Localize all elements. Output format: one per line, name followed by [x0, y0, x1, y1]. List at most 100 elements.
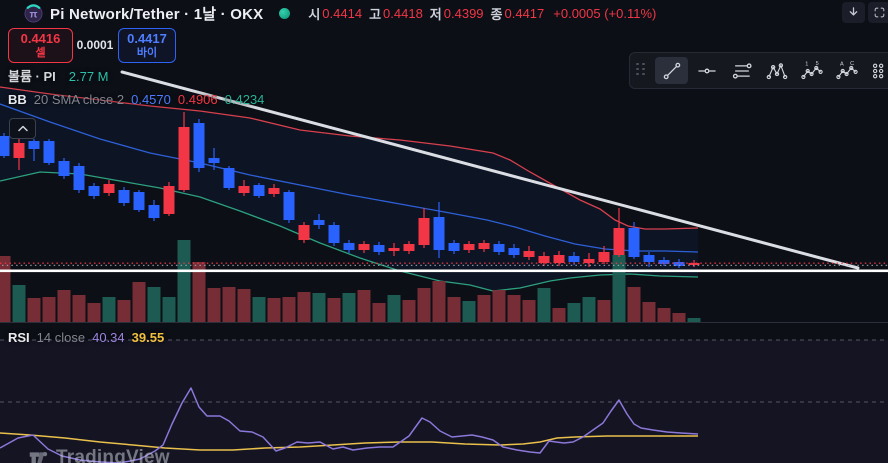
candle-body — [223, 168, 235, 188]
volume-bar — [657, 308, 671, 322]
candle-body — [313, 220, 325, 225]
candle-body — [643, 255, 655, 262]
tradingview-logo-icon — [29, 451, 48, 463]
header: π Pi Network/Tether · 1날 · OKX 시 0.4414 … — [24, 1, 656, 25]
volume-bar — [357, 290, 371, 322]
volume-bar — [342, 293, 356, 322]
volume-bar — [177, 240, 191, 322]
rsi-line — [0, 387, 699, 463]
candle-body — [433, 217, 445, 250]
candle-body — [553, 255, 565, 263]
download-button[interactable] — [842, 2, 865, 23]
volume-bar — [507, 295, 521, 322]
sell-button[interactable]: 0.4416 셀 — [8, 28, 73, 63]
symbol-title[interactable]: Pi Network/Tether · 1날 · OKX — [50, 5, 264, 23]
low-label: 저 — [429, 6, 442, 22]
candle-body — [493, 244, 505, 252]
volume-bar — [492, 290, 506, 322]
candle-body — [508, 248, 520, 255]
low-value: 0.4399 — [443, 5, 484, 21]
rsi-params: 14 close — [36, 330, 86, 345]
more-tools-icon — [872, 63, 883, 78]
candle-body — [43, 141, 55, 163]
tradingview-watermark[interactable]: TradingView — [28, 447, 170, 463]
market-status-dot-icon — [279, 7, 291, 19]
candle-body — [463, 244, 475, 250]
volume-bar — [192, 262, 206, 322]
buy-price: 0.4417 — [127, 30, 167, 46]
spread-value: 0.0001 — [76, 37, 114, 52]
bb-name: BB — [8, 92, 27, 107]
candle-body — [448, 243, 460, 251]
bb-upper-value: 0.4906 — [177, 92, 218, 107]
open-label: 시 — [308, 6, 321, 22]
candle-body — [238, 186, 250, 193]
volume-bar — [267, 298, 281, 322]
trend-line-tool-button[interactable] — [655, 57, 688, 84]
candle-body — [658, 260, 670, 264]
candle-body — [88, 186, 100, 196]
high-value: 0.4418 — [383, 5, 423, 21]
candle-body — [103, 184, 115, 193]
horizontal-line-tool-button[interactable] — [690, 57, 723, 84]
elliott-impulse-wave-icon: 1 5 — [800, 61, 823, 79]
candle-body — [343, 243, 355, 250]
volume-bar — [57, 290, 71, 322]
volume-bar — [132, 282, 146, 322]
fullscreen-button[interactable] — [868, 2, 888, 23]
candle-body — [13, 143, 25, 158]
parallel-channel-tool-button[interactable] — [725, 57, 758, 84]
candle-body — [673, 262, 685, 266]
candle-body — [298, 225, 310, 240]
volume-bar — [72, 295, 86, 322]
bb-basis-line — [0, 103, 699, 253]
candle-body — [283, 192, 295, 220]
candle-body — [58, 161, 70, 176]
high-label: 고 — [369, 6, 382, 22]
horizontal-line-drawing — [0, 269, 888, 273]
sell-label: 셀 — [35, 47, 46, 60]
bb-indicator-legend[interactable]: BB 20 SMA close 2 0.4570 0.4906 0.4234 — [8, 92, 264, 107]
candle-body — [568, 256, 580, 262]
rsi-name: RSI — [8, 330, 30, 345]
rsi-value: 40.34 — [92, 330, 125, 345]
candle-body — [418, 218, 430, 245]
change-value: +0.0005 (+0.11%) — [553, 5, 657, 21]
bb-basis-value: 0.4570 — [131, 92, 171, 107]
volume-bar — [252, 297, 266, 322]
candle-body — [388, 248, 400, 251]
collapse-pane-button[interactable] — [9, 118, 36, 139]
candle-body — [538, 256, 550, 263]
volume-bar — [432, 281, 446, 322]
volume-bar — [12, 285, 26, 322]
candle-body — [373, 245, 385, 252]
volume-bar — [372, 303, 386, 322]
trend-line-drawing — [120, 70, 860, 270]
more-tools-button[interactable] — [865, 57, 888, 84]
candle-body — [133, 192, 145, 210]
toolbar-drag-handle[interactable] — [636, 62, 649, 79]
volume-bar — [162, 297, 176, 322]
elliott-impulse-wave-tool-button[interactable]: 1 5 — [795, 57, 828, 84]
volume-bar — [462, 301, 476, 322]
candle-body — [148, 205, 160, 218]
volume-bar — [282, 297, 296, 322]
candle-body — [583, 259, 595, 263]
volume-bar — [627, 287, 641, 322]
candle-body — [118, 190, 130, 203]
volume-bar — [687, 318, 701, 322]
xabcd-pattern-tool-button[interactable] — [760, 57, 793, 84]
volume-bar — [537, 288, 551, 322]
volume-indicator-legend[interactable]: 볼륨 · PI 2.77 M — [8, 66, 109, 85]
svg-text:C: C — [850, 61, 854, 67]
svg-text:A: A — [839, 61, 843, 67]
xabcd-pattern-icon — [766, 62, 787, 79]
candle-body — [358, 244, 370, 250]
buy-button[interactable]: 0.4417 바이 — [118, 28, 176, 63]
volume-bar — [642, 302, 656, 322]
elliott-correction-wave-tool-button[interactable]: A C — [830, 57, 863, 84]
watermark-text: TradingView — [56, 447, 170, 463]
rsi-indicator-legend[interactable]: RSI 14 close 40.34 39.55 — [8, 330, 164, 345]
volume-bar — [237, 289, 251, 322]
